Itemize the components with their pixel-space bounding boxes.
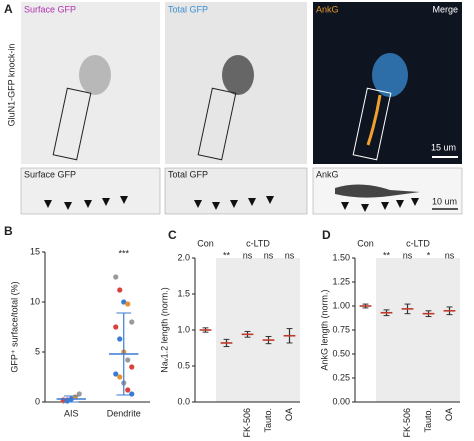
y-axis-label: Naᵥ1.2 length (norm.) bbox=[159, 287, 169, 372]
y-tick-label: 0.5 bbox=[177, 360, 190, 370]
y-tick-label: 0.00 bbox=[332, 396, 350, 406]
strip-label: AnkG bbox=[316, 169, 339, 179]
strip-label: Surface GFP bbox=[24, 169, 76, 179]
strip bbox=[20, 167, 161, 215]
y-tick-label: 0.25 bbox=[332, 372, 350, 382]
image-label: Total GFP bbox=[168, 4, 208, 14]
panel-label: C bbox=[168, 228, 177, 242]
y-tick-label: 0.75 bbox=[332, 324, 350, 334]
x-tick-label: Tauto. bbox=[423, 408, 433, 433]
x-tick-label: OA bbox=[284, 408, 294, 421]
data-point bbox=[113, 324, 119, 330]
arrowheads bbox=[44, 196, 419, 212]
data-point bbox=[117, 374, 123, 380]
data-point bbox=[76, 391, 82, 397]
strip bbox=[164, 167, 308, 215]
significance: ns bbox=[285, 250, 295, 260]
data-point bbox=[117, 336, 123, 342]
x-tick-label: Tauto. bbox=[263, 408, 273, 433]
y-tick-label: 0 bbox=[35, 396, 40, 406]
group-label: Con bbox=[197, 238, 214, 248]
scale-label: 10 um bbox=[432, 196, 457, 206]
significance: ns bbox=[403, 250, 413, 260]
y-tick-label: 2.0 bbox=[177, 252, 190, 262]
y-tick-label: 0.50 bbox=[332, 348, 350, 358]
y-tick-label: 15 bbox=[30, 246, 40, 256]
y-tick-label: 10 bbox=[30, 296, 40, 306]
y-tick-label: 1.00 bbox=[332, 300, 350, 310]
cell-body bbox=[79, 55, 111, 95]
cell-body bbox=[222, 55, 254, 95]
group-label: c-LTD bbox=[406, 238, 430, 248]
data-point bbox=[121, 299, 127, 305]
data-point bbox=[125, 387, 131, 393]
significance: ** bbox=[383, 250, 391, 260]
x-tick-label: AIS bbox=[64, 408, 79, 418]
y-tick-label: 5 bbox=[35, 346, 40, 356]
data-point bbox=[129, 319, 135, 325]
significance: ns bbox=[264, 250, 274, 260]
data-point bbox=[125, 301, 131, 307]
significance: *** bbox=[118, 248, 129, 258]
x-tick-label: FK-506 bbox=[242, 408, 252, 438]
x-tick-label: Dendrite bbox=[107, 408, 141, 418]
roi-box bbox=[352, 87, 392, 161]
y-axis-label: GFP⁺ surface/total (%) bbox=[9, 281, 19, 372]
roi-box bbox=[52, 87, 92, 161]
strip-label: Total GFP bbox=[168, 169, 208, 179]
panel-label: A bbox=[4, 2, 13, 16]
data-point bbox=[113, 274, 119, 280]
scale-label: 15 um bbox=[431, 142, 456, 152]
y-tick-label: 1.50 bbox=[332, 252, 350, 262]
significance: ns bbox=[243, 250, 253, 260]
significance: * bbox=[427, 250, 431, 260]
panel-label: D bbox=[322, 228, 331, 242]
image-label: Surface GFP bbox=[24, 4, 76, 14]
ais bbox=[366, 94, 382, 146]
x-tick-label: OA bbox=[444, 408, 454, 421]
group-label: Con bbox=[357, 238, 374, 248]
data-point bbox=[129, 364, 135, 370]
y-tick-label: 0.0 bbox=[177, 396, 190, 406]
data-point bbox=[129, 391, 135, 397]
group-label: c-LTD bbox=[246, 238, 270, 248]
shade bbox=[376, 258, 460, 402]
data-point bbox=[113, 371, 119, 377]
panel-label: B bbox=[4, 224, 13, 238]
shade bbox=[216, 258, 300, 402]
side-label: GluN1-GFP knock-in bbox=[6, 44, 16, 127]
y-tick-label: 1.25 bbox=[332, 276, 350, 286]
cell-body bbox=[372, 53, 408, 97]
significance: ** bbox=[223, 250, 231, 260]
x-tick-label: FK-506 bbox=[402, 408, 412, 438]
y-axis-label: AnkG length (norm.) bbox=[319, 289, 329, 370]
y-tick-label: 1.5 bbox=[177, 288, 190, 298]
y-tick-label: 1.0 bbox=[177, 324, 190, 334]
image-label: Merge bbox=[432, 4, 458, 14]
roi-box bbox=[197, 87, 237, 161]
data-point bbox=[125, 357, 131, 363]
significance: ns bbox=[445, 250, 455, 260]
ais bbox=[335, 184, 420, 198]
image-label: AnkG bbox=[316, 4, 339, 14]
data-point bbox=[117, 287, 123, 293]
